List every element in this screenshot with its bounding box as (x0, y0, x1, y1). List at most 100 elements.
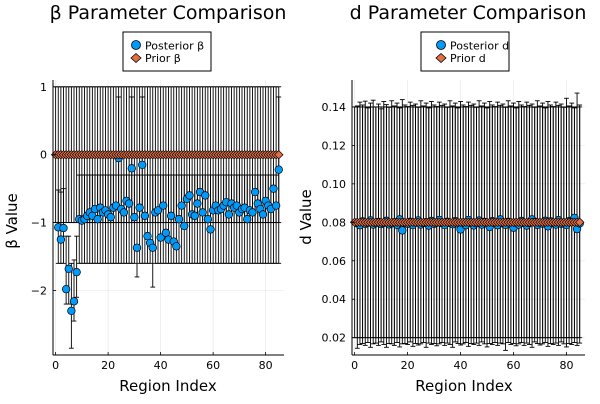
d-y-tick-label: 0.10 (322, 178, 347, 191)
beta-posterior-point (243, 215, 252, 224)
beta-posterior-point (159, 201, 168, 210)
beta-posterior-error-bar (231, 174, 237, 264)
beta-posterior-error-bar (163, 174, 169, 264)
d-x-tick-label: 20 (401, 359, 415, 372)
d-chart-title: d Parameter Comparison (350, 2, 587, 24)
beta-legend-circle-icon (131, 40, 141, 50)
beta-posterior-point (193, 199, 202, 208)
beta-posterior-error-bar (116, 96, 122, 264)
beta-posterior-point (59, 223, 68, 233)
beta-x-tick-label: 60 (206, 359, 220, 372)
beta-posterior-point (166, 211, 176, 220)
beta-axes (52, 80, 284, 356)
beta-posterior-point (61, 284, 71, 294)
beta-x-tick-label: 80 (259, 359, 273, 372)
beta-chart-title: β Parameter Comparison (50, 2, 287, 24)
beta-posterior-point (148, 243, 157, 252)
beta-posterior-error-bar (263, 174, 269, 264)
beta-posterior-point (206, 225, 215, 234)
d-x-tick-label: 40 (454, 359, 468, 372)
d-legend: Posterior d Prior d (420, 31, 510, 72)
d-y-tick-label: 0.06 (322, 255, 347, 268)
beta-posterior-error-bar (213, 174, 219, 264)
beta-chart: 0 20 40 60 80 1 0 −1 −2 β Parameter Comparison R… (3, 2, 286, 395)
beta-posterior-error-bar (160, 174, 166, 264)
beta-posterior-point (174, 215, 184, 224)
beta-x-tick-label: 20 (101, 359, 115, 372)
d-x-axis-label: Region Index (415, 377, 513, 395)
beta-posterior-point (140, 211, 150, 220)
d-y-tick-label: 0.02 (322, 332, 347, 345)
beta-x-axis-label: Region Index (119, 377, 217, 395)
beta-posterior-error-bar (150, 174, 156, 288)
d-chart: 0 20 40 60 80 0.14 0.12 0.10 0.08 0.06 0.04 0.02 d … (297, 2, 586, 395)
d-y-tick-label: 0.08 (322, 216, 347, 229)
d-x-tick-label: 80 (559, 359, 573, 372)
d-axes (351, 80, 585, 356)
beta-posterior-point (177, 201, 186, 210)
beta-posterior-point (248, 208, 257, 217)
beta-posterior-error-bar (158, 174, 164, 264)
beta-posterior-point (69, 297, 79, 306)
beta-posterior-point (64, 264, 73, 273)
d-legend-posterior: Posterior d (450, 40, 509, 53)
beta-posterior-error-bar (187, 174, 192, 264)
d-y-axis-label: d Value (297, 189, 315, 244)
beta-posterior-point (56, 235, 66, 244)
beta-posterior-point (127, 164, 136, 173)
d-posterior-point (398, 226, 407, 235)
beta-posterior-error-bar (68, 262, 74, 349)
beta-posterior-point (138, 160, 147, 170)
beta-posterior-point (224, 210, 234, 219)
d-y-tick-label: 0.14 (322, 101, 347, 114)
d-x-tick-label: 60 (507, 359, 521, 372)
beta-posterior-point (258, 210, 268, 219)
beta-posterior-error-bar (276, 96, 282, 264)
d-x-tick-label: 0 (351, 359, 358, 372)
beta-posterior-error-bar (226, 174, 232, 264)
beta-posterior-point (203, 215, 213, 224)
d-prior-point (575, 217, 585, 228)
beta-posterior-point (135, 203, 144, 212)
beta-posterior-point (132, 243, 142, 252)
beta-posterior-point (106, 213, 115, 222)
beta-posterior-error-bar (257, 174, 263, 264)
beta-posterior-error-bar (229, 174, 234, 264)
beta-posterior-point (119, 208, 129, 217)
beta-posterior-error-bar (236, 174, 242, 264)
beta-posterior-error-bar (215, 174, 221, 264)
beta-posterior-point (274, 165, 283, 174)
d-legend-circle-icon (436, 40, 446, 50)
beta-posterior-error-bar (218, 174, 224, 264)
beta-posterior-point (124, 199, 134, 208)
d-legend-prior: Prior d (450, 52, 486, 65)
d-legend-diamond-icon (435, 52, 447, 64)
beta-posterior-error-bar (129, 96, 135, 264)
beta-posterior-error-bar (184, 174, 190, 264)
beta-y-tick-label: −2 (31, 284, 47, 297)
beta-legend: Posterior β Prior β (122, 31, 212, 72)
beta-posterior-point (172, 242, 181, 251)
beta-x-tick-label: 0 (52, 359, 59, 372)
beta-posterior-error-bar (260, 174, 266, 264)
beta-posterior-point (201, 191, 210, 200)
beta-legend-prior: Prior β (145, 52, 181, 65)
beta-tick-labels: 0 20 40 60 80 1 0 −1 −2 (31, 81, 273, 372)
beta-posterior-error-bar (74, 235, 80, 298)
beta-posterior-error-bar (223, 174, 229, 264)
beta-posterior-point (269, 184, 278, 193)
beta-posterior-error-bar (124, 174, 129, 264)
beta-posterior-error-bar (139, 96, 145, 264)
beta-legend-box (122, 31, 212, 72)
beta-posterior-point (153, 206, 163, 215)
beta-x-tick-label: 40 (154, 359, 168, 372)
d-legend-box (420, 31, 510, 72)
beta-posterior-point (190, 211, 199, 220)
d-y-tick-label: 0.04 (322, 293, 347, 306)
beta-y-tick-label: 0 (40, 149, 47, 162)
beta-posterior-point (130, 213, 139, 222)
beta-posterior-point (250, 187, 260, 197)
beta-posterior-error-bar (234, 174, 240, 264)
beta-y-axis-label: β Value (3, 193, 21, 249)
